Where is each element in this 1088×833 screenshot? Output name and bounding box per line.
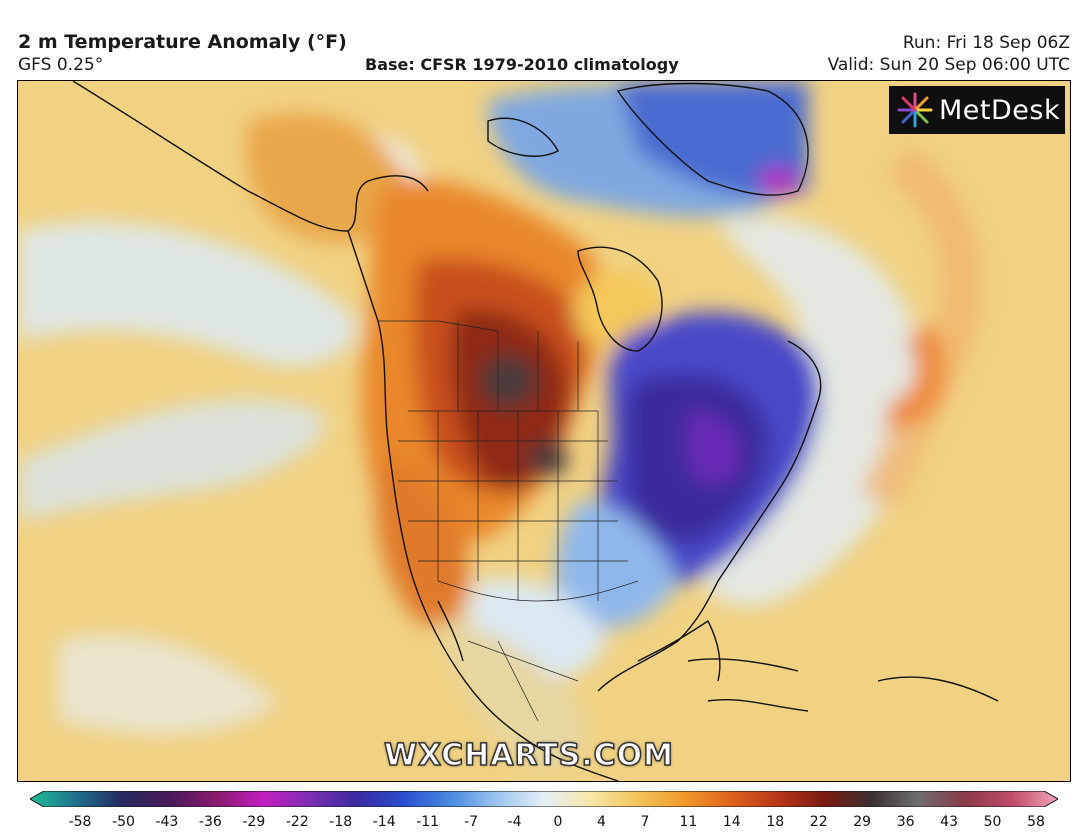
coastlines: [72, 81, 999, 781]
temperature-anomaly-map[interactable]: [17, 80, 1071, 782]
colorbar-tick-label: -14: [372, 814, 396, 830]
colorbar-tick-label: -22: [285, 814, 309, 830]
colorbar: [30, 791, 1058, 807]
climatology-base-label: Base: CFSR 1979-2010 climatology: [365, 55, 679, 74]
colorbar-tick-label: -50: [112, 814, 135, 830]
colorbar-tick-label: -58: [68, 814, 92, 830]
colorbar-tick-label: -18: [329, 814, 353, 830]
chart-title: 2 m Temperature Anomaly (°F): [18, 31, 347, 53]
colorbar-tick-label: 4: [596, 814, 606, 830]
run-time-label: Run: Fri 18 Sep 06Z: [902, 33, 1070, 53]
colorbar-tick-label: -11: [416, 814, 440, 830]
watermark-text: WXCHARTS.COM: [383, 737, 675, 774]
valid-time-label: Valid: Sun 20 Sep 06:00 UTC: [827, 55, 1070, 75]
colorbar-tick-label: 18: [766, 814, 785, 830]
colorbar-tick-label: 22: [809, 814, 828, 830]
colorbar-tick-label: -43: [155, 814, 179, 830]
colorbar-ramp: [30, 791, 1058, 807]
colorbar-tick-label: -29: [242, 814, 266, 830]
colorbar-tick-label: 14: [722, 814, 741, 830]
colorbar-tick-label: -4: [507, 814, 522, 830]
metdesk-logo: MetDesk: [889, 86, 1065, 134]
colorbar-tick-label: 43: [940, 814, 958, 830]
colorbar-tick-label: -36: [198, 814, 222, 830]
colorbar-tick-label: 58: [1027, 814, 1045, 830]
colorbar-tick-label: 11: [679, 814, 698, 830]
model-label: GFS 0.25°: [18, 55, 104, 75]
colorbar-tick-label: 7: [640, 814, 650, 830]
political-boundaries: [378, 320, 639, 722]
logo-text: MetDesk: [939, 94, 1061, 126]
colorbar-tick-label: 29: [853, 814, 872, 830]
colorbar-tick-labels: -58 -50 -43 -36 -29 -22 -18 -14 -11 -7 -4 0 4 7 11 14 18…: [0, 814, 1088, 832]
colorbar-tick-label: 36: [896, 814, 915, 830]
colorbar-tick-label: -7: [464, 814, 479, 830]
colorbar-tick-label: 0: [553, 814, 563, 830]
colorbar-tick-label: 50: [983, 814, 1002, 830]
watermark: WXCHARTS.COM: [0, 737, 1088, 774]
map-canvas: [18, 81, 1070, 781]
anomaly-field: [18, 81, 982, 771]
metdesk-starburst-icon: [897, 92, 933, 128]
